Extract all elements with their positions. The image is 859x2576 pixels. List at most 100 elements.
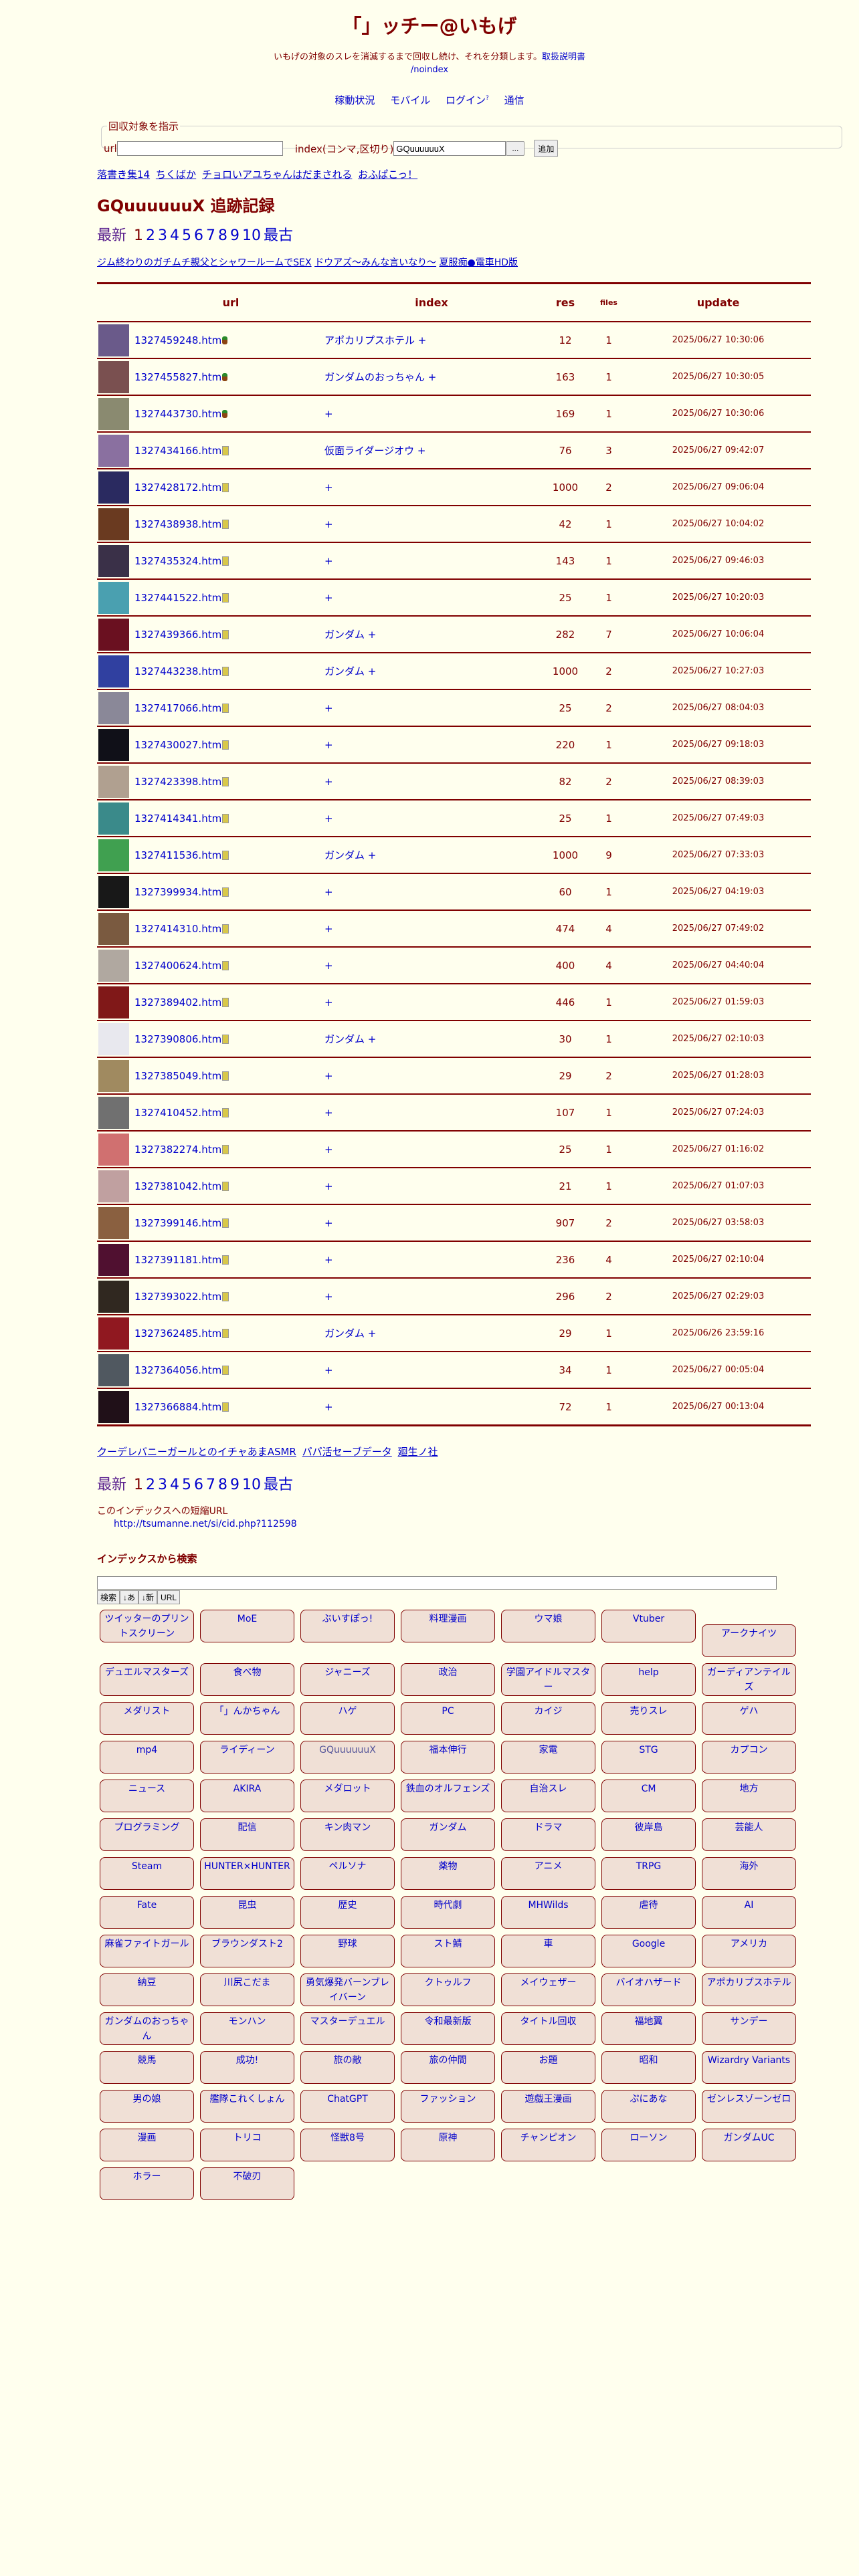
thread-link[interactable]: 1327417066.htm: [134, 702, 222, 714]
index-tag-button[interactable]: ぶいすぽっ!: [300, 1610, 395, 1642]
pager-page-link[interactable]: 5: [182, 227, 192, 244]
index-link[interactable]: +: [324, 1069, 333, 1082]
related-link[interactable]: チョロいアユちゃんはだまされる: [201, 169, 353, 181]
index-tag-button[interactable]: 艦隊これくしょん: [200, 2090, 294, 2123]
col-update[interactable]: update: [696, 296, 740, 309]
related-link[interactable]: 廻生ノ社: [397, 1446, 438, 1458]
col-url[interactable]: url: [222, 296, 240, 309]
index-tag-button[interactable]: メイウェザー: [501, 1973, 595, 2006]
file-icon[interactable]: [222, 997, 229, 1007]
pager-page-link[interactable]: 8: [218, 1477, 228, 1493]
index-tag-button[interactable]: 旅の敵: [300, 2051, 395, 2084]
index-tag-button[interactable]: 勇気爆発バーンブレイバーン: [300, 1973, 395, 2006]
manual-link[interactable]: 取扱説明書: [542, 52, 586, 62]
thread-link[interactable]: 1327393022.htm: [134, 1290, 222, 1303]
thumbnail-image[interactable]: [98, 360, 129, 393]
file-icon[interactable]: [222, 482, 229, 492]
pager-page-link[interactable]: 8: [218, 227, 228, 244]
file-icon[interactable]: [222, 666, 229, 676]
index-link[interactable]: +: [324, 518, 333, 530]
nav-communication[interactable]: 通信: [504, 94, 524, 106]
index-tag-button[interactable]: 「」んかちゃん: [200, 1702, 294, 1735]
index-link[interactable]: +: [324, 996, 333, 1008]
pager-page-link[interactable]: 5: [182, 1477, 192, 1493]
related-link[interactable]: ちくばか: [155, 169, 197, 181]
index-link[interactable]: +: [324, 812, 333, 825]
index-link[interactable]: +: [324, 1143, 333, 1156]
related-link[interactable]: 夏服痴●電車HD版: [439, 257, 518, 268]
index-tag-button[interactable]: STG: [601, 1741, 696, 1774]
file-icon[interactable]: [222, 629, 229, 639]
thread-link[interactable]: 1327438938.htm: [134, 518, 222, 530]
index-tag-button[interactable]: ニュース: [100, 1780, 194, 1812]
index-tag-button[interactable]: ガーディアンテイルズ: [702, 1663, 796, 1696]
thumbnail-image[interactable]: [98, 1317, 129, 1350]
file-icon[interactable]: [222, 850, 229, 860]
thumbnail-image[interactable]: [98, 1059, 129, 1092]
index-tag-button[interactable]: Fate: [100, 1896, 194, 1929]
thread-link[interactable]: 1327423398.htm: [134, 775, 222, 788]
file-icon[interactable]: [222, 1402, 229, 1412]
index-tag-button[interactable]: マスターデュエル: [300, 2012, 395, 2045]
file-icon[interactable]: [222, 1255, 229, 1265]
index-link[interactable]: +: [324, 481, 333, 494]
thread-link[interactable]: 1327414341.htm: [134, 812, 222, 825]
index-tag-button[interactable]: ガンダムのおっちゃん: [100, 2012, 194, 2045]
index-tag-button[interactable]: スト鯖: [401, 1935, 495, 1967]
index-tag-button[interactable]: GQuuuuuuX: [300, 1741, 395, 1774]
thumbnail-image[interactable]: [98, 765, 129, 798]
pager-page-link[interactable]: 2: [146, 227, 156, 244]
thread-link[interactable]: 1327390806.htm: [134, 1033, 222, 1045]
index-link[interactable]: ガンダム +: [324, 665, 377, 677]
index-tag-button[interactable]: 海外: [702, 1857, 796, 1890]
search-button[interactable]: 検索: [97, 1590, 120, 1604]
index-tag-button[interactable]: ローソン: [601, 2129, 696, 2161]
file-icon[interactable]: [222, 593, 229, 603]
index-link[interactable]: +: [324, 1106, 333, 1119]
index-tag-button[interactable]: 令和最新版: [401, 2012, 495, 2045]
index-link[interactable]: +: [324, 407, 333, 420]
index-tag-button[interactable]: ホラー: [100, 2167, 194, 2200]
index-link[interactable]: ガンダム +: [324, 1033, 377, 1045]
index-tag-button[interactable]: MoE: [200, 1610, 294, 1642]
index-link[interactable]: +: [324, 1400, 333, 1413]
index-tag-button[interactable]: 遊戯王漫画: [501, 2090, 595, 2123]
thumbnail-image[interactable]: [98, 691, 129, 724]
file-icon[interactable]: [222, 776, 229, 786]
thumbnail-image[interactable]: [98, 912, 129, 945]
thread-link[interactable]: 1327434166.htm: [134, 444, 222, 457]
thread-link[interactable]: 1327381042.htm: [134, 1180, 222, 1192]
add-button[interactable]: 追加: [534, 140, 559, 157]
thread-link[interactable]: 1327443730.htm: [134, 407, 222, 420]
index-tag-button[interactable]: カイジ: [501, 1702, 595, 1735]
thread-link[interactable]: 1327443238.htm: [134, 665, 222, 677]
thread-link[interactable]: 1327366884.htm: [134, 1400, 222, 1413]
pager-page-link[interactable]: 2: [146, 1477, 156, 1493]
index-tag-button[interactable]: 漫画: [100, 2129, 194, 2161]
index-tag-button[interactable]: 自治スレ: [501, 1780, 595, 1812]
thumbnail-image[interactable]: [98, 434, 129, 467]
thumbnail-image[interactable]: [98, 397, 129, 430]
thumbnail-image[interactable]: [98, 1206, 129, 1239]
index-tag-button[interactable]: 男の娘: [100, 2090, 194, 2123]
thumbnail-image[interactable]: [98, 986, 129, 1018]
index-tag-button[interactable]: メダリスト: [100, 1702, 194, 1735]
thumbnail-image[interactable]: [98, 508, 129, 540]
index-link[interactable]: ガンダム +: [324, 849, 377, 861]
pager-newest[interactable]: 最新: [97, 1477, 127, 1493]
col-files[interactable]: files: [600, 298, 617, 307]
index-tag-button[interactable]: 麻雀ファイトガール: [100, 1935, 194, 1967]
index-tag-button[interactable]: 配信: [200, 1818, 294, 1851]
thumbnail-image[interactable]: [98, 802, 129, 835]
file-icon[interactable]: [222, 519, 229, 529]
thumbnail-image[interactable]: [98, 1170, 129, 1202]
index-link[interactable]: +: [324, 1290, 333, 1303]
index-tag-button[interactable]: Steam: [100, 1857, 194, 1890]
nav-mobile[interactable]: モバイル: [390, 94, 431, 106]
col-index[interactable]: index: [415, 296, 448, 309]
related-link[interactable]: ジム終わりのガチムチ親父とシャワールームでSEX: [97, 257, 312, 268]
index-link[interactable]: +: [324, 554, 333, 567]
thread-link[interactable]: 1327459248.htm: [134, 334, 222, 346]
index-tag-button[interactable]: トリコ: [200, 2129, 294, 2161]
thumbnail-image[interactable]: [98, 544, 129, 577]
